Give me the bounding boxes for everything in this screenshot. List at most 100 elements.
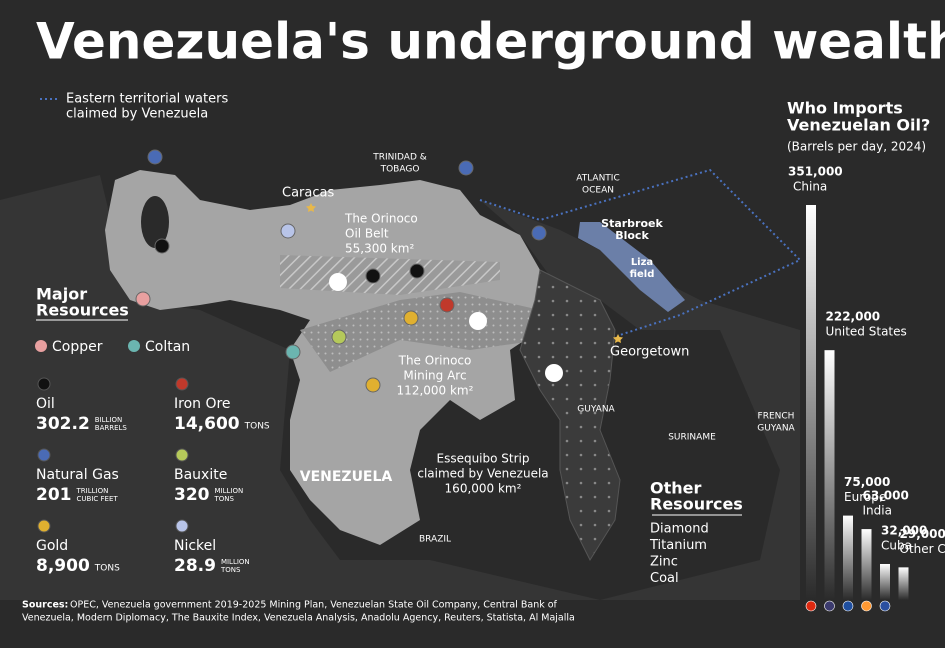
legend-dot — [175, 377, 189, 391]
resource-name: Coltan — [145, 339, 190, 355]
resource-unit: TONS — [214, 495, 235, 503]
lake-maracaibo — [141, 196, 169, 248]
other-item: Diamond — [650, 522, 709, 537]
map-label: Liza — [631, 257, 653, 268]
resource-dot — [409, 263, 425, 279]
essequibo — [519, 269, 621, 562]
legend-text: Eastern territorial waters — [66, 92, 228, 107]
resource-unit: BILLION — [95, 416, 122, 424]
value-label: 29,000 — [900, 527, 945, 541]
bar — [843, 515, 853, 600]
sources-text: OPEC, Venezuela government 2019-2025 Min… — [70, 600, 558, 611]
value-label: 75,000 — [844, 475, 890, 489]
map-label: OCEAN — [582, 186, 614, 196]
bar — [880, 563, 890, 600]
resource-dot — [147, 149, 163, 165]
value-label: 63,000 — [863, 489, 909, 503]
resource-unit: CUBIC FEET — [77, 495, 119, 503]
other-item: Coal — [650, 571, 679, 586]
category-label: China — [793, 180, 827, 194]
legend-text: claimed by Venezuela — [66, 107, 208, 122]
resource-name: Natural Gas — [36, 467, 119, 483]
resource-name: Iron Ore — [174, 396, 231, 412]
bar — [824, 350, 835, 600]
category-label: United States — [826, 325, 907, 339]
other-title: Other — [650, 479, 701, 498]
marker-c — [545, 364, 563, 382]
starbroek-block — [578, 222, 685, 312]
resource-name: Bauxite — [174, 467, 227, 483]
resources-title: Major — [36, 285, 87, 304]
chart-title: Who Imports — [787, 99, 903, 118]
georgetown-star — [613, 334, 623, 343]
map-label: ATLANTIC — [576, 174, 620, 184]
map-label: BRAZIL — [419, 535, 451, 545]
category-label: India — [863, 504, 892, 518]
map-label: 112,000 km² — [397, 384, 474, 398]
resources-title: Resources — [36, 301, 129, 320]
resource-dot — [458, 160, 474, 176]
category-label: Other Countries — [900, 542, 945, 556]
legend-dot — [35, 340, 47, 352]
map-label: SURINAME — [668, 433, 716, 443]
resource-amount: 320 — [174, 485, 210, 505]
bar — [806, 205, 816, 600]
category-label: Europe — [844, 490, 886, 504]
map-label: GUYANA — [757, 424, 795, 434]
map-label: GUYANA — [577, 405, 615, 415]
map-label: Essequibo Strip — [436, 452, 529, 466]
resource-dots — [135, 149, 547, 393]
resource-dot — [365, 377, 381, 393]
chart-subtitle: (Barrels per day, 2024) — [787, 140, 926, 154]
neighbor-land — [0, 175, 800, 600]
mining-arc — [300, 292, 540, 372]
legend-dot — [175, 519, 189, 533]
map-label: Georgetown — [610, 345, 689, 360]
resource-amount: 201 — [36, 485, 72, 505]
resource-amount: 14,600 — [174, 414, 240, 434]
resource-dot — [365, 268, 381, 284]
legend-dot — [128, 340, 140, 352]
resource-dot — [439, 297, 455, 313]
legend-dot — [175, 448, 189, 462]
map-label: Oil Belt — [345, 227, 389, 241]
sources-label: Sources: — [22, 600, 68, 611]
map-label: The Orinoco — [344, 212, 418, 226]
map-label: B — [474, 314, 482, 327]
resource-dot — [531, 225, 547, 241]
flag — [879, 600, 891, 612]
resource-unit: BARRELS — [95, 424, 128, 432]
value-label: 351,000 — [788, 165, 843, 179]
other-item: Zinc — [650, 555, 678, 570]
value-label: 222,000 — [826, 310, 881, 324]
map — [0, 98, 802, 600]
resource-name: Nickel — [174, 538, 216, 554]
value-label: 32,000 — [881, 523, 927, 537]
resource-dot — [403, 310, 419, 326]
sources-text: Venezuela, Modern Diplomacy, The Bauxite… — [22, 613, 575, 624]
flag — [861, 600, 872, 612]
map-label: The Orinoco — [398, 354, 472, 368]
resource-unit: MILLION — [215, 487, 244, 495]
map-label: 55,300 km² — [345, 242, 414, 256]
resource-amount: 28.9 — [174, 556, 216, 576]
marker-a — [329, 273, 347, 291]
claimed-waters — [479, 168, 802, 336]
flag — [842, 600, 854, 612]
map-label: TRINIDAD & — [372, 153, 427, 163]
resource-amount: 302.2 — [36, 414, 90, 434]
map-label: Starbroek — [601, 217, 663, 230]
flag — [824, 600, 835, 612]
legend-dot — [37, 519, 51, 533]
resource-amount: 8,900 — [36, 556, 90, 576]
marker-b — [469, 312, 487, 330]
resource-dot — [135, 291, 151, 307]
resource-unit: TONS — [220, 566, 241, 574]
resource-dot — [331, 329, 347, 345]
caracas-star — [306, 203, 316, 212]
other-title: Resources — [650, 495, 743, 514]
legend-dot — [37, 448, 51, 462]
map-label: Caracas — [282, 186, 334, 201]
resource-unit: MILLION — [221, 558, 250, 566]
resource-name: Gold — [36, 538, 68, 554]
